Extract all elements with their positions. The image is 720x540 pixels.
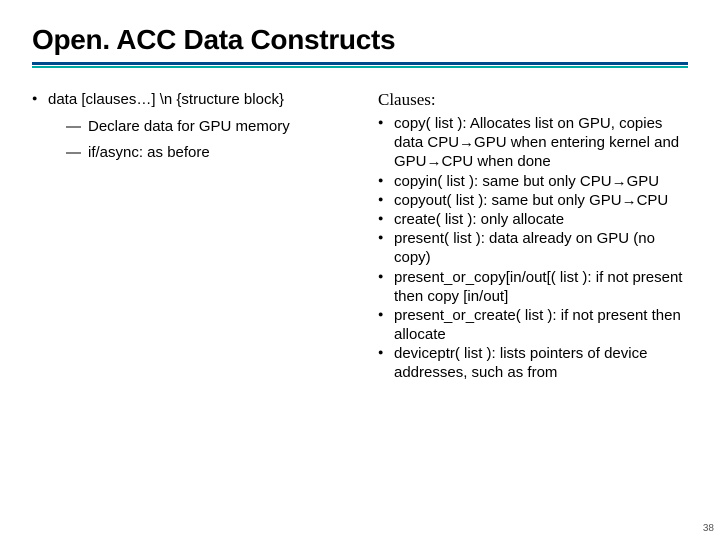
list-item: present_or_create( list ): if not presen… (378, 306, 688, 344)
list-item-text: if/async: as before (88, 144, 210, 161)
list-item: deviceptr( list ): lists pointers of dev… (378, 344, 688, 382)
clauses-heading: Clauses: (378, 90, 688, 110)
list-item: if/async: as before (66, 142, 354, 164)
list-item-text: Declare data for GPU memory (88, 118, 290, 135)
list-item: Declare data for GPU memory (66, 116, 354, 138)
list-item-text: deviceptr( list ): lists pointers of dev… (394, 345, 647, 381)
list-item-text: copyin( list ): same but only CPU→GPU (394, 173, 659, 190)
right-column: Clauses: copy( list ): Allocates list on… (378, 90, 688, 383)
list-item-text: present_or_copy[in/out[( list ): if not … (394, 269, 682, 305)
divider-line-2 (32, 66, 688, 68)
list-item-text: create( list ): only allocate (394, 211, 564, 228)
list-item: data [clauses…] \n {structure block} Dec… (32, 90, 354, 164)
list-item: present( list ): data already on GPU (no… (378, 229, 688, 267)
slide: Open. ACC Data Constructs data [clauses…… (0, 0, 720, 540)
list-item: copyin( list ): same but only CPU→GPU (378, 172, 688, 191)
divider-line-1 (32, 62, 688, 65)
left-list: data [clauses…] \n {structure block} Dec… (32, 90, 354, 164)
list-item-text: data [clauses…] \n {structure block} (48, 91, 284, 108)
page-number: 38 (703, 523, 714, 534)
content-body: data [clauses…] \n {structure block} Dec… (32, 90, 688, 383)
clauses-list: copy( list ): Allocates list on GPU, cop… (378, 114, 688, 383)
list-item-text: copy( list ): Allocates list on GPU, cop… (394, 115, 679, 170)
list-item: copyout( list ): same but only GPU→CPU (378, 191, 688, 210)
left-sublist: Declare data for GPU memory if/async: as… (66, 116, 354, 164)
left-column: data [clauses…] \n {structure block} Dec… (32, 90, 354, 383)
list-item-text: present( list ): data already on GPU (no… (394, 230, 655, 266)
list-item: create( list ): only allocate (378, 210, 688, 229)
list-item: copy( list ): Allocates list on GPU, cop… (378, 114, 688, 172)
list-item-text: present_or_create( list ): if not presen… (394, 307, 681, 343)
page-title: Open. ACC Data Constructs (32, 24, 688, 56)
list-item-text: copyout( list ): same but only GPU→CPU (394, 192, 668, 209)
list-item: present_or_copy[in/out[( list ): if not … (378, 268, 688, 306)
title-divider (32, 62, 688, 68)
